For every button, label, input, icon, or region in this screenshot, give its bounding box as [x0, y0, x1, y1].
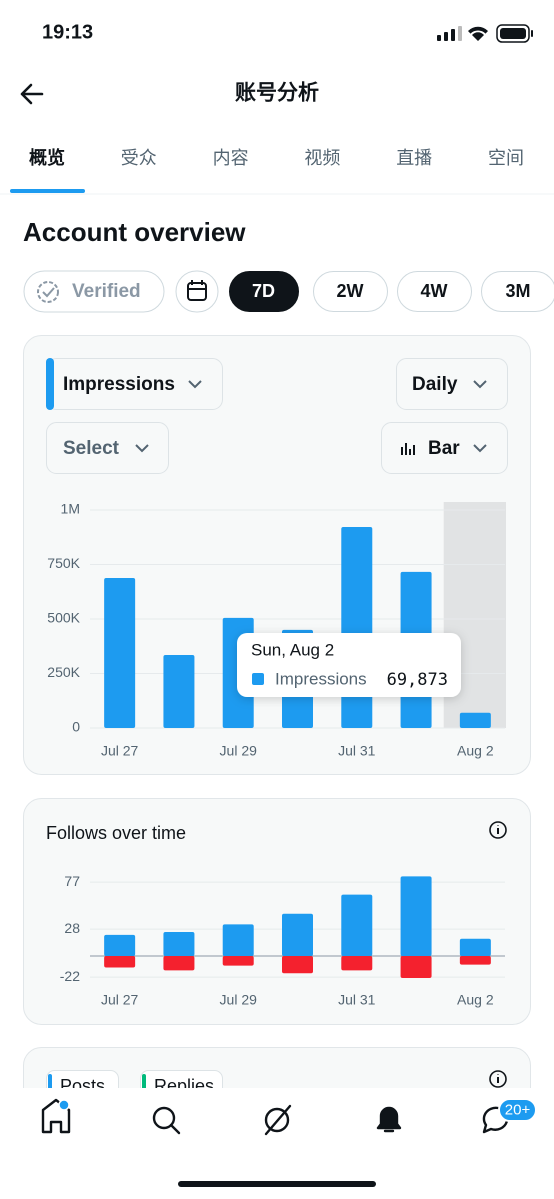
- range-label: 7D: [252, 281, 275, 301]
- tab[interactable]: 内容: [213, 148, 249, 168]
- range-pill[interactable]: [229, 271, 299, 312]
- y-tick-label: 250K: [47, 664, 80, 680]
- y-tick-label: 0: [72, 719, 80, 735]
- badge: [498, 1098, 537, 1122]
- tab-bar: 概览 受众 内容 视频 直播 空间: [10, 147, 524, 193]
- bar: [222, 924, 254, 956]
- badge-count: 20+: [505, 1101, 531, 1118]
- bottom-nav: [0, 1088, 554, 1199]
- range-label: 3M: [505, 281, 530, 301]
- home-indicator: [178, 1181, 376, 1187]
- tooltip-series: Impressions: [275, 669, 367, 688]
- tab-indicator: [10, 189, 85, 193]
- bar: [282, 913, 313, 956]
- tooltip-value: 69,873: [387, 670, 448, 690]
- y-tick-label: 28: [64, 920, 80, 936]
- search-tab[interactable]: [152, 1106, 176, 1130]
- bar: [341, 955, 373, 971]
- chip-color: [48, 1074, 52, 1092]
- home-dot: [58, 1099, 70, 1111]
- range-label: 2W: [337, 281, 364, 301]
- calendar-button[interactable]: [175, 270, 219, 313]
- interval-label: Daily: [412, 374, 458, 395]
- range-filters: 7D 2W 4W 3M: [229, 271, 554, 312]
- compare-label: Select: [63, 438, 120, 459]
- metric-label: Impressions: [63, 374, 175, 395]
- chart-style-dropdown[interactable]: [381, 422, 508, 474]
- info-icon[interactable]: [489, 1070, 507, 1088]
- bar: [163, 955, 195, 971]
- tooltip: [237, 633, 461, 697]
- status-icons: [437, 24, 533, 43]
- back-button[interactable]: [20, 83, 44, 105]
- bar: [459, 955, 491, 965]
- verified-filter[interactable]: [23, 270, 165, 313]
- compare-dropdown[interactable]: [46, 422, 169, 474]
- charts: 0 250K 500K 750K 1M Jul 27 Jul 29 Jul 31 Aug 2 Su…: [46, 501, 506, 1008]
- x-tick-label: Jul 29: [220, 992, 258, 1008]
- tab[interactable]: 空间: [488, 148, 524, 168]
- y-tick-label: 750K: [47, 555, 80, 571]
- grok-tab[interactable]: [264, 1104, 292, 1136]
- y-tick-label: 77: [64, 873, 80, 889]
- bar: [341, 527, 373, 728]
- tooltip-swatch: [252, 673, 264, 685]
- bar: [104, 955, 136, 968]
- x-tick-label: Jul 29: [220, 743, 258, 759]
- x-tick-label: Jul 27: [101, 992, 139, 1008]
- bar: [163, 931, 195, 956]
- bar: [400, 955, 432, 979]
- x-tick-label: Aug 2: [457, 992, 494, 1008]
- notifications-tab[interactable]: [376, 1106, 402, 1133]
- metric-color: [46, 358, 54, 410]
- range-pill[interactable]: [397, 271, 472, 312]
- range-pill[interactable]: [313, 271, 388, 312]
- x-tick-label: Jul 27: [101, 743, 139, 759]
- chart-style-label: Bar: [428, 438, 460, 459]
- y-tick-label: 1M: [61, 501, 80, 517]
- tab[interactable]: 受众: [121, 148, 157, 168]
- bar: [104, 934, 136, 956]
- range-pill[interactable]: [481, 271, 554, 312]
- y-tick-label: -22: [60, 968, 80, 984]
- tooltip-title: Sun, Aug 2: [251, 640, 334, 659]
- x-tick-label: Jul 31: [338, 992, 376, 1008]
- x-tick-label: Aug 2: [457, 743, 494, 759]
- range-label: 4W: [421, 281, 448, 301]
- status-time: 19:13: [42, 21, 93, 43]
- bar: [341, 894, 373, 956]
- bar: [459, 938, 491, 956]
- verified-label: Verified: [72, 281, 141, 302]
- bar: [104, 578, 136, 728]
- tab[interactable]: 视频: [304, 148, 340, 168]
- chart-title: Follows over time: [46, 823, 186, 843]
- y-tick-label: 500K: [47, 610, 80, 626]
- x-tick-label: Jul 31: [338, 743, 376, 759]
- chip-color: [142, 1074, 146, 1092]
- bar: [282, 955, 313, 974]
- section-title: Account overview: [23, 217, 246, 247]
- info-icon[interactable]: [489, 821, 507, 839]
- tab[interactable]: 直播: [396, 148, 432, 168]
- bar: [222, 955, 254, 966]
- tab[interactable]: 概览: [29, 147, 65, 168]
- bar: [163, 654, 195, 728]
- bar: [459, 712, 491, 728]
- bar: [400, 876, 432, 956]
- page-title: 账号分析: [235, 81, 319, 105]
- interval-dropdown[interactable]: [396, 358, 508, 410]
